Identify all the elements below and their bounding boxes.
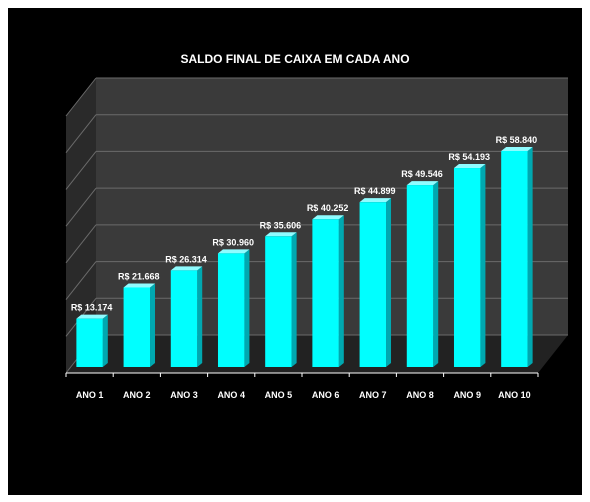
- chart-frame: SALDO FINAL DE CAIXA EM CADA ANO R$ 13.1…: [8, 8, 582, 495]
- gridline-side: [65, 224, 97, 264]
- bar: [265, 232, 297, 367]
- data-label: R$ 21.668: [118, 271, 160, 281]
- data-label: R$ 54.193: [448, 152, 490, 162]
- bar-side: [480, 164, 486, 367]
- bar-front: [453, 168, 481, 367]
- bar: [453, 164, 486, 367]
- bar: [217, 249, 250, 367]
- bar-side: [527, 146, 533, 367]
- x-tick-label: ANO 8: [406, 390, 434, 400]
- bar: [359, 198, 392, 367]
- data-label: R$ 26.314: [165, 254, 207, 264]
- bar-top: [170, 266, 203, 271]
- bar-front: [312, 219, 339, 367]
- bar: [76, 314, 108, 367]
- plot-side-wall: [66, 78, 96, 373]
- bar-top: [76, 314, 108, 319]
- bar-top: [406, 181, 439, 186]
- chart-title: SALDO FINAL DE CAIXA EM CADA ANO: [180, 52, 409, 66]
- data-label: R$ 44.899: [354, 186, 396, 196]
- x-tick-label: ANO 1: [76, 390, 104, 400]
- gridline-side: [65, 77, 97, 117]
- bar-top: [501, 146, 533, 151]
- bar-side: [433, 181, 439, 367]
- bar-top: [312, 215, 344, 220]
- bar-front: [359, 202, 387, 367]
- bar-side: [197, 266, 203, 367]
- bar: [170, 266, 203, 367]
- x-tick-label: ANO 9: [453, 390, 481, 400]
- bar-side: [150, 283, 156, 367]
- bar-top: [265, 232, 297, 237]
- data-label: R$ 40.252: [307, 203, 349, 213]
- bar-side: [291, 232, 297, 367]
- bar-front: [76, 318, 103, 367]
- bar: [312, 215, 344, 367]
- bar: [501, 146, 533, 367]
- x-tick-label: ANO 10: [498, 390, 531, 400]
- gridline-side: [65, 151, 97, 190]
- gridline-side: [65, 261, 97, 300]
- bar-front: [170, 270, 198, 367]
- bar-front: [265, 236, 292, 367]
- plot-back-wall: [96, 78, 568, 335]
- bar-side: [102, 314, 108, 367]
- gridline-side: [65, 114, 97, 154]
- bar-front: [123, 287, 151, 367]
- x-tick-label: ANO 3: [170, 390, 198, 400]
- bar-side: [386, 198, 392, 367]
- x-tick-label: ANO 2: [123, 390, 151, 400]
- x-tick-labels: ANO 1 ANO 2 ANO 3 ANO 4 ANO 5 ANO 6 ANO 7 ANO 8…: [76, 390, 531, 400]
- bar: [123, 283, 156, 367]
- bar-side: [338, 215, 344, 367]
- x-tick-label: ANO 4: [217, 390, 245, 400]
- x-tick-label: ANO 7: [359, 390, 387, 400]
- bar-top: [359, 198, 392, 203]
- bar-chart: SALDO FINAL DE CAIXA EM CADA ANO R$ 13.1…: [65, 52, 568, 400]
- data-labels: R$ 13.174 R$ 21.668 R$ 26.314 R$ 30.960 R$ 3…: [71, 135, 537, 313]
- bar-side: [244, 249, 250, 367]
- data-label: R$ 58.840: [496, 135, 538, 145]
- bar: [406, 181, 439, 367]
- data-label: R$ 35.606: [260, 220, 302, 230]
- bar-front: [501, 150, 528, 367]
- data-label: R$ 49.546: [401, 169, 443, 179]
- bar-top: [217, 249, 250, 254]
- bar-front: [217, 253, 245, 367]
- x-tick-label: ANO 5: [265, 390, 293, 400]
- data-label: R$ 13.174: [71, 303, 113, 313]
- bars: [76, 146, 533, 367]
- bar-top: [453, 164, 486, 169]
- bar-top: [123, 283, 156, 288]
- data-label: R$ 30.960: [212, 237, 254, 247]
- x-tick-label: ANO 6: [312, 390, 340, 400]
- gridline-side: [65, 187, 97, 227]
- bar-front: [406, 185, 434, 367]
